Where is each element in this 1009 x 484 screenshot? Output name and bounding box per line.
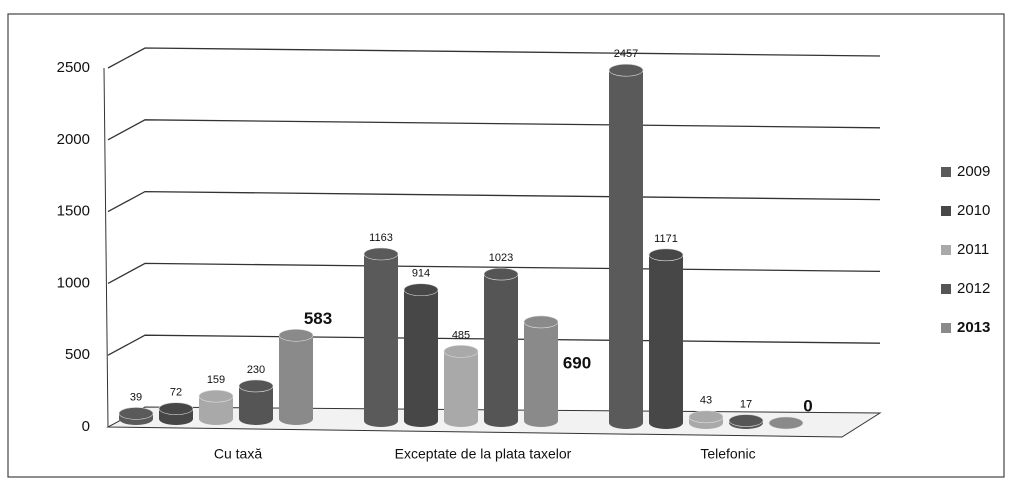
y-tick-label: 1500 [57, 203, 90, 220]
bar-top [728, 414, 764, 427]
bar-top [443, 345, 479, 358]
bar-base [524, 415, 558, 427]
legend-label: 2013 [957, 319, 990, 336]
bar-base [444, 415, 478, 427]
bar [444, 351, 478, 421]
value-label: 914 [412, 268, 430, 280]
value-label: 1163 [369, 232, 393, 244]
value-label: 485 [452, 329, 470, 341]
bar-top [278, 328, 314, 342]
value-label: 159 [207, 374, 225, 386]
y-tick-label: 2500 [57, 59, 90, 76]
bar-top [608, 63, 644, 77]
bar-top [688, 410, 724, 424]
bar-top [118, 407, 154, 420]
bar-group [728, 414, 764, 429]
bar-top [483, 267, 519, 281]
legend-label: 2012 [957, 280, 990, 297]
bar-group [363, 247, 399, 427]
bar-group [768, 416, 804, 430]
legend-swatch [941, 323, 951, 333]
bar-group [443, 345, 479, 427]
value-label: 0 [803, 396, 812, 415]
legend-label: 2010 [957, 202, 990, 219]
y-tick-label: 500 [65, 346, 90, 363]
bar-group [278, 328, 314, 425]
y-tick-label: 2000 [57, 131, 90, 148]
bar-top [198, 389, 234, 403]
value-label: 72 [170, 387, 182, 399]
bar-group [238, 379, 274, 425]
value-label: 2457 [614, 48, 638, 60]
x-tick-label: Exceptate de la plata taxelor [395, 446, 572, 462]
value-label: 1171 [654, 233, 678, 245]
bar-top [403, 283, 439, 297]
bar-base [404, 415, 438, 427]
grid-line [107, 47, 881, 69]
grid-line [107, 190, 881, 213]
bar-top [158, 402, 194, 415]
x-tick-label: Cu taxă [214, 446, 262, 462]
bar-base [649, 417, 683, 429]
bar-group [688, 410, 724, 429]
bar [199, 396, 233, 419]
bar-base [609, 417, 643, 429]
legend-label: 2009 [957, 163, 990, 180]
bar [524, 321, 558, 421]
bar [649, 254, 683, 423]
bar-base [279, 413, 313, 425]
bar-top [648, 248, 684, 262]
legend-swatch [941, 206, 951, 216]
legend-swatch [941, 284, 951, 294]
y-tick-label: 1000 [57, 274, 90, 291]
value-label: 43 [700, 395, 712, 407]
value-label: 39 [130, 391, 142, 403]
bar-base [159, 413, 193, 425]
bar-group [608, 63, 644, 429]
grid-line [107, 119, 881, 141]
value-label: 690 [563, 353, 591, 372]
bar-top [768, 416, 804, 430]
bar [279, 335, 313, 419]
y-axis [103, 67, 109, 428]
bar-group [158, 402, 194, 425]
chart-border [7, 13, 1005, 478]
bar-base [199, 413, 233, 425]
value-label: 1023 [489, 252, 513, 264]
bar [404, 289, 438, 421]
value-label: 230 [247, 364, 265, 376]
bar-group [118, 407, 154, 425]
bar-base [364, 415, 398, 427]
bar-group [648, 248, 684, 429]
bar [364, 253, 398, 421]
value-label: 17 [740, 398, 752, 410]
bar-top [523, 315, 559, 329]
bar-group [403, 283, 439, 427]
bar-top [238, 379, 274, 393]
bar [484, 274, 518, 421]
bar-group [198, 389, 234, 425]
x-tick-label: Telefonic [700, 446, 755, 462]
y-tick-label: 0 [82, 418, 90, 435]
bar-base [484, 415, 518, 427]
bar-top [363, 247, 399, 261]
bar-group [483, 267, 519, 427]
legend-swatch [941, 167, 951, 177]
bar-group [523, 315, 559, 427]
value-label: 583 [304, 309, 332, 328]
legend-label: 2011 [957, 241, 989, 258]
bar [609, 70, 643, 423]
legend-swatch [941, 245, 951, 255]
bar-base [239, 413, 273, 425]
